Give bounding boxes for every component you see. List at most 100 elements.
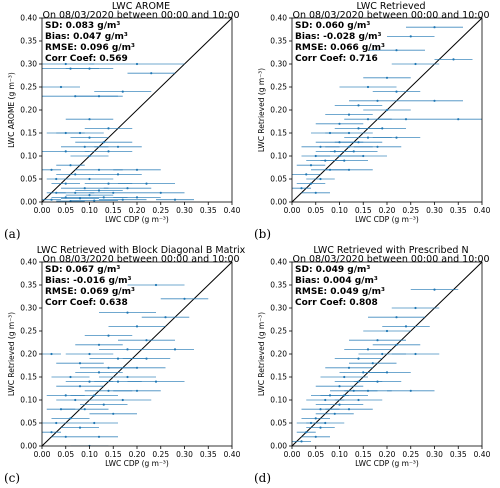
data-point bbox=[385, 371, 389, 374]
data-point bbox=[300, 440, 303, 443]
y-tick-label: 0.20 bbox=[270, 106, 287, 115]
data-point bbox=[433, 288, 436, 291]
stats-line: Corr Coef: 0.716 bbox=[295, 54, 378, 64]
data-point bbox=[352, 150, 355, 153]
data-point bbox=[64, 394, 67, 397]
data-point bbox=[338, 385, 341, 388]
data-point bbox=[135, 62, 139, 66]
data-point bbox=[362, 154, 365, 158]
one-to-one-line bbox=[42, 18, 232, 202]
data-point bbox=[150, 72, 153, 75]
data-point bbox=[357, 141, 360, 144]
chart-subtitle: On 08/03/2020 between 00:00 and 10:00 bbox=[42, 254, 239, 265]
stats-line: SD: 0.083 g/m³ bbox=[45, 21, 120, 31]
y-tick-label: 0.30 bbox=[270, 304, 287, 313]
data-point bbox=[112, 191, 115, 194]
y-tick-label: 0.00 bbox=[20, 198, 37, 207]
y-tick-label: 0.35 bbox=[20, 37, 37, 46]
x-tick-label: 0.25 bbox=[152, 206, 169, 215]
data-point bbox=[50, 352, 53, 356]
x-tick-label: 0.25 bbox=[152, 450, 169, 459]
data-point bbox=[88, 380, 91, 383]
data-point bbox=[409, 35, 412, 38]
data-point bbox=[64, 182, 67, 185]
y-tick-label: 0.05 bbox=[20, 419, 37, 428]
data-point bbox=[357, 357, 360, 360]
data-point bbox=[381, 127, 384, 130]
y-axis-label: LWC Retrieved (g m⁻³) bbox=[257, 312, 266, 396]
data-point bbox=[69, 417, 72, 420]
data-point bbox=[74, 95, 77, 98]
x-tick-label: 0.00 bbox=[284, 206, 301, 215]
y-tick-label: 0.05 bbox=[20, 175, 37, 184]
y-axis-label: LWC Retrieved (g m⁻³) bbox=[257, 68, 266, 152]
data-layer bbox=[42, 262, 232, 446]
data-point bbox=[93, 394, 96, 397]
x-tick-label: 0.10 bbox=[331, 450, 348, 459]
stats-line: RMSE: 0.096 g/m³ bbox=[45, 43, 135, 53]
data-point bbox=[395, 90, 398, 93]
data-point bbox=[164, 316, 167, 319]
chart-title: LWC Retrieved with Prescribed N bbox=[313, 245, 468, 256]
data-point bbox=[404, 118, 408, 121]
data-point bbox=[314, 417, 317, 420]
x-tick-label: 0.40 bbox=[474, 206, 491, 215]
x-axis-label: LWC CDP (g m⁻³) bbox=[105, 459, 169, 468]
x-tick-label: 0.40 bbox=[224, 206, 241, 215]
data-point bbox=[107, 127, 110, 130]
data-point bbox=[116, 145, 120, 148]
data-point bbox=[366, 389, 370, 392]
data-point bbox=[433, 26, 436, 29]
data-point bbox=[343, 394, 346, 397]
stats-line: Corr Coef: 0.569 bbox=[45, 54, 128, 64]
data-point bbox=[371, 362, 374, 365]
data-point bbox=[78, 197, 82, 200]
data-point bbox=[97, 189, 101, 192]
data-point bbox=[145, 357, 148, 360]
data-point bbox=[452, 58, 455, 61]
x-tick-label: 0.00 bbox=[34, 206, 51, 215]
stats-line: Bias: -0.028 g/m³ bbox=[295, 32, 382, 42]
data-point bbox=[121, 198, 124, 201]
data-point bbox=[319, 408, 322, 411]
data-point bbox=[102, 141, 105, 144]
data-point bbox=[433, 99, 436, 102]
y-tick-label: 0.20 bbox=[270, 350, 287, 359]
data-point bbox=[159, 191, 162, 194]
x-tick-label: 0.00 bbox=[284, 450, 301, 459]
data-point bbox=[107, 150, 110, 153]
data-point bbox=[366, 348, 370, 351]
y-tick-label: 0.25 bbox=[20, 83, 37, 92]
data-point bbox=[343, 375, 346, 379]
y-tick-label: 0.15 bbox=[20, 373, 37, 382]
one-to-one-line bbox=[42, 262, 232, 446]
y-tick-label: 0.10 bbox=[270, 152, 287, 161]
data-point bbox=[88, 177, 91, 181]
data-point bbox=[69, 375, 72, 379]
data-point bbox=[116, 173, 120, 176]
x-tick-label: 0.15 bbox=[105, 450, 122, 459]
data-point bbox=[395, 49, 398, 52]
data-point bbox=[74, 173, 77, 176]
data-point bbox=[385, 329, 389, 333]
data-point bbox=[64, 435, 67, 438]
x-tick-label: 0.35 bbox=[200, 450, 217, 459]
data-point bbox=[83, 145, 86, 148]
y-tick-label: 0.25 bbox=[20, 327, 37, 336]
x-tick-label: 0.15 bbox=[105, 206, 122, 215]
chart-subtitle: On 08/03/2020 between 00:00 and 10:00 bbox=[292, 254, 489, 265]
data-point bbox=[107, 182, 110, 185]
x-tick-label: 0.25 bbox=[402, 206, 419, 215]
panel-label: (b) bbox=[254, 227, 271, 241]
y-tick-label: 0.30 bbox=[270, 60, 287, 69]
data-point bbox=[338, 403, 341, 406]
x-tick-label: 0.00 bbox=[34, 450, 51, 459]
data-point bbox=[154, 380, 158, 383]
chart-panel: LWC Retrieved with Prescribed NOn 08/03/… bbox=[254, 245, 491, 485]
data-point bbox=[305, 173, 308, 176]
x-tick-label: 0.30 bbox=[426, 450, 443, 459]
x-tick-label: 0.20 bbox=[379, 206, 396, 215]
y-tick-label: 0.35 bbox=[270, 281, 287, 290]
y-tick-label: 0.35 bbox=[20, 281, 37, 290]
